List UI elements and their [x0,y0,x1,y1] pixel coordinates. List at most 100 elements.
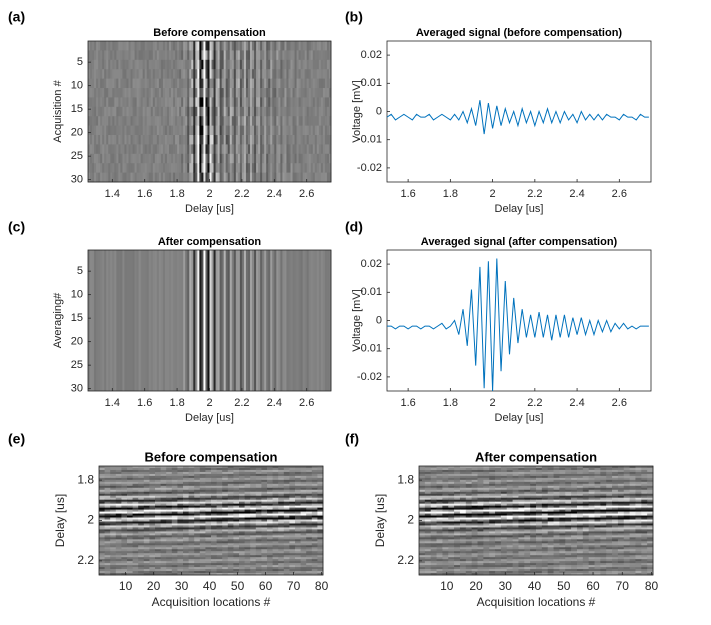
texture-stripe [132,495,139,499]
texture-stripe [247,144,251,155]
texture-stripe [132,503,139,507]
texture-stripe [267,477,273,481]
texture-stripe [495,469,502,473]
texture-stripe [261,501,268,505]
texture-stripe [92,106,95,117]
texture-stripe [318,50,322,61]
texture-stripe [278,97,281,108]
texture-stripe [219,78,223,89]
texture-stripe [430,471,437,475]
texture-stripe [244,466,251,469]
texture-stripe [211,250,214,391]
texture-stripe [148,153,152,164]
texture-stripe [233,125,237,136]
texture-stripe [312,59,316,70]
texture-stripe [209,153,212,164]
texture-stripe [166,97,170,108]
texture-stripe [181,172,184,183]
x-tick-label: 1.6 [400,188,415,200]
texture-stripe [194,537,201,540]
texture-stripe [171,493,178,497]
texture-stripe [144,41,148,51]
texture-stripe [216,519,223,522]
texture-stripe [266,144,269,155]
texture-stripe [181,163,184,173]
texture-stripe [173,172,176,183]
texture-stripe [278,501,285,505]
texture-stripe [132,563,139,566]
texture-stripe [459,466,467,469]
texture-stripe [120,78,123,89]
texture-stripe [104,172,107,183]
texture-stripe [144,172,148,183]
texture-stripe [245,78,249,89]
texture-stripe [229,41,233,51]
texture-stripe [306,50,310,61]
texture-stripe [207,172,210,183]
texture-stripe [635,483,642,487]
texture-stripe [623,491,630,495]
texture-stripe [120,250,123,391]
texture-stripe [221,41,225,51]
texture-stripe [300,545,307,548]
texture-stripe [171,535,178,538]
texture-stripe [266,69,269,79]
texture-stripe [227,567,234,570]
texture-stripe [547,493,554,497]
texture-stripe [318,153,322,164]
texture-stripe [274,144,277,155]
texture-stripe [155,537,161,540]
texture-stripe [308,97,312,108]
texture-stripe [191,250,194,391]
texture-stripe [244,555,251,558]
texture-stripe [278,485,285,489]
texture-stripe [177,571,184,574]
y-tick-label: 10 [71,289,83,301]
texture-stripe [454,481,461,485]
texture-stripe [547,499,554,503]
texture-stripe [122,135,125,145]
texture-stripe [130,41,133,51]
texture-stripe [306,545,313,548]
texture-stripe [183,537,189,540]
texture-stripe [261,499,268,503]
texture-stripe [115,491,122,495]
texture-stripe [495,485,502,489]
texture-stripe [284,250,287,391]
texture-stripe [465,493,473,497]
texture-stripe [98,41,101,51]
panel-label: (b) [345,9,363,25]
texture-stripe [99,509,105,512]
texture-stripe [306,483,313,487]
texture-stripe [104,116,107,126]
texture-stripe [216,551,223,554]
texture-stripe [155,475,161,479]
texture-stripe [261,555,268,558]
texture-stripe [217,116,221,126]
texture-stripe [138,511,145,514]
texture-stripe [235,97,239,108]
texture-stripe [221,153,225,164]
texture-stripe [128,153,131,164]
texture-stripe [104,475,111,479]
texture-stripe [211,545,217,548]
texture-stripe [311,471,318,475]
texture-stripe [553,466,560,469]
texture-stripe [547,489,554,493]
texture-stripe [518,469,525,473]
texture-stripe [302,250,306,391]
texture-stripe [199,497,206,501]
texture-stripe [102,88,105,98]
texture-stripe [110,116,113,126]
texture-stripe [274,135,277,145]
texture-stripe [289,561,296,564]
texture-stripe [641,473,648,477]
texture-stripe [442,487,449,491]
texture-stripe [258,97,261,108]
texture-stripe [311,497,318,501]
texture-stripe [94,41,97,51]
texture-stripe [233,499,240,503]
texture-stripe [227,557,234,560]
texture-stripe [188,531,195,534]
texture-stripe [114,50,117,61]
